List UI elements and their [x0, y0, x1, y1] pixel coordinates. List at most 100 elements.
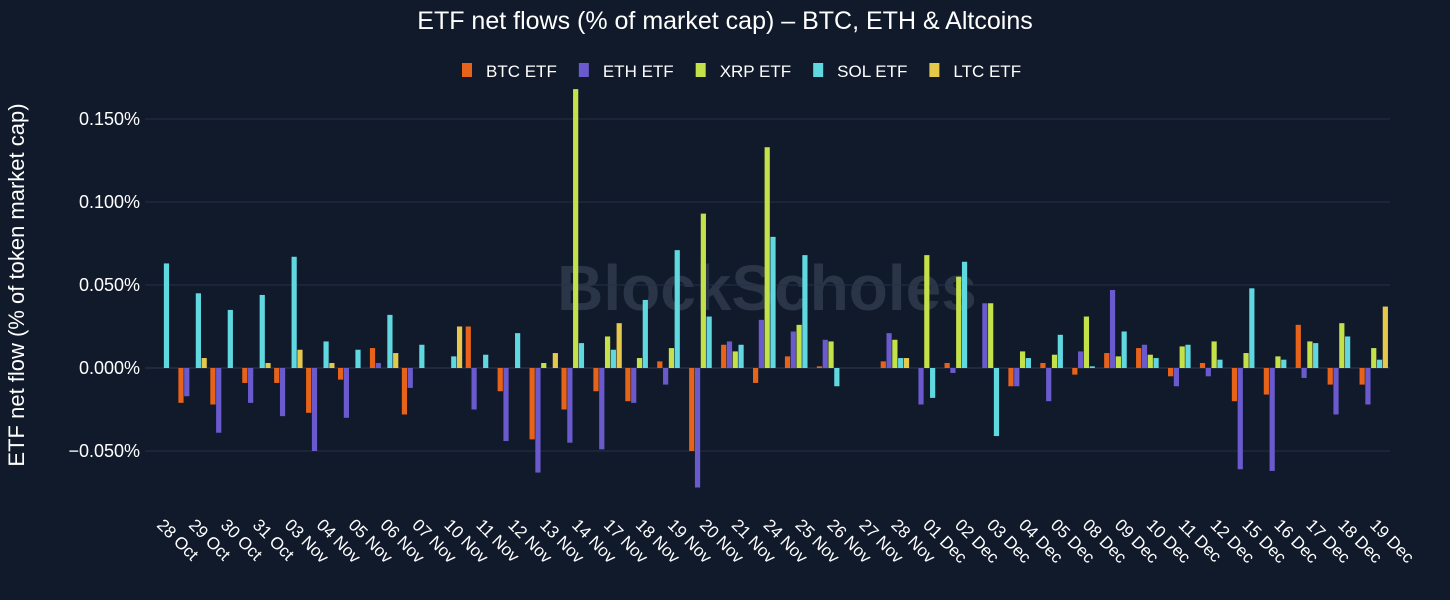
bar-xrp-etf[interactable]: [732, 351, 738, 368]
bar-xrp-etf[interactable]: [764, 147, 770, 368]
bar-eth-etf[interactable]: [1237, 368, 1243, 470]
bar-eth-etf[interactable]: [471, 368, 477, 410]
bar-eth-etf[interactable]: [343, 368, 349, 418]
bar-sol-etf[interactable]: [163, 263, 170, 368]
bar-eth-etf[interactable]: [950, 368, 956, 373]
bar-eth-etf[interactable]: [184, 368, 190, 397]
bar-btc-etf[interactable]: [1104, 353, 1110, 368]
bar-xrp-etf[interactable]: [573, 89, 579, 369]
bar-ltc-etf[interactable]: [1382, 306, 1388, 368]
bar-eth-etf[interactable]: [375, 363, 381, 368]
bar-ltc-etf[interactable]: [393, 353, 399, 368]
bar-btc-etf[interactable]: [1359, 368, 1365, 385]
bar-btc-etf[interactable]: [1263, 368, 1269, 395]
bar-xrp-etf[interactable]: [828, 341, 834, 368]
bar-sol-etf[interactable]: [674, 250, 680, 368]
bar-sol-etf[interactable]: [1153, 358, 1159, 368]
bar-eth-etf[interactable]: [1301, 368, 1307, 378]
bar-eth-etf[interactable]: [503, 368, 509, 442]
bar-xrp-etf[interactable]: [1243, 353, 1249, 368]
bar-eth-etf[interactable]: [1269, 368, 1275, 471]
bar-eth-etf[interactable]: [1365, 368, 1371, 405]
bar-eth-etf[interactable]: [535, 368, 541, 473]
bar-sol-etf[interactable]: [642, 299, 648, 368]
legend[interactable]: BTC ETF ETH ETF XRP ETF SOL ETF LTC ETF: [462, 62, 1021, 81]
bar-btc-etf[interactable]: [1072, 368, 1078, 375]
bar-btc-etf[interactable]: [465, 326, 471, 369]
bar-sol-etf[interactable]: [1121, 331, 1127, 368]
bar-btc-etf[interactable]: [529, 368, 535, 440]
bar-eth-etf[interactable]: [1014, 368, 1020, 387]
bar-xrp-etf[interactable]: [956, 276, 962, 368]
bar-ltc-etf[interactable]: [616, 323, 622, 368]
bar-xrp-etf[interactable]: [700, 213, 706, 368]
bar-btc-etf[interactable]: [1008, 368, 1014, 387]
bar-btc-etf[interactable]: [1295, 324, 1301, 368]
bar-sol-etf[interactable]: [1025, 358, 1031, 368]
bar-ltc-etf[interactable]: [329, 363, 335, 368]
bar-btc-etf[interactable]: [784, 356, 791, 368]
bar-btc-etf[interactable]: [1136, 348, 1142, 368]
bar-sol-etf[interactable]: [1281, 359, 1287, 368]
bar-sol-etf[interactable]: [898, 358, 904, 368]
bar-sol-etf[interactable]: [1089, 366, 1095, 368]
bar-xrp-etf[interactable]: [988, 303, 994, 368]
bar-sol-etf[interactable]: [451, 356, 457, 368]
bar-xrp-etf[interactable]: [892, 339, 898, 368]
bar-ltc-etf[interactable]: [552, 353, 558, 368]
bar-sol-etf[interactable]: [227, 309, 233, 368]
bar-btc-etf[interactable]: [1327, 368, 1333, 385]
bar-eth-etf[interactable]: [631, 368, 637, 403]
bar-xrp-etf[interactable]: [1275, 356, 1281, 368]
bar-sol-etf[interactable]: [387, 314, 393, 368]
bar-eth-etf[interactable]: [790, 331, 796, 368]
bar-btc-etf[interactable]: [593, 368, 599, 392]
bar-sol-etf[interactable]: [355, 349, 361, 368]
bar-eth-etf[interactable]: [407, 368, 413, 388]
bar-eth-etf[interactable]: [822, 339, 828, 368]
bar-btc-etf[interactable]: [1040, 363, 1046, 368]
bar-btc-etf[interactable]: [816, 366, 823, 368]
bar-xrp-etf[interactable]: [636, 358, 643, 368]
bar-xrp-etf[interactable]: [604, 336, 611, 368]
bar-eth-etf[interactable]: [311, 368, 318, 451]
bar-btc-etf[interactable]: [753, 368, 759, 383]
bar-xrp-etf[interactable]: [796, 324, 802, 368]
bar-eth-etf[interactable]: [599, 368, 605, 450]
bar-sol-etf[interactable]: [993, 368, 1000, 437]
bar-xrp-etf[interactable]: [924, 255, 930, 368]
bar-sol-etf[interactable]: [610, 349, 616, 368]
bar-btc-etf[interactable]: [369, 348, 376, 368]
bar-eth-etf[interactable]: [1173, 368, 1179, 387]
bar-xrp-etf[interactable]: [1051, 354, 1058, 368]
bar-eth-etf[interactable]: [1078, 351, 1084, 368]
bar-ltc-etf[interactable]: [201, 358, 207, 368]
legend-label[interactable]: BTC ETF: [486, 62, 557, 81]
bar-xrp-etf[interactable]: [1339, 323, 1345, 368]
bar-xrp-etf[interactable]: [1147, 354, 1153, 368]
bar-sol-etf[interactable]: [930, 368, 936, 398]
bar-btc-etf[interactable]: [944, 363, 950, 368]
bar-xrp-etf[interactable]: [1371, 348, 1377, 368]
bar-btc-etf[interactable]: [274, 368, 280, 383]
bar-eth-etf[interactable]: [1205, 368, 1211, 377]
bar-btc-etf[interactable]: [497, 368, 503, 392]
bar-btc-etf[interactable]: [880, 361, 886, 368]
bar-sol-etf[interactable]: [259, 294, 265, 368]
bar-xrp-etf[interactable]: [1019, 351, 1026, 368]
bar-ltc-etf[interactable]: [903, 358, 910, 368]
bar-xrp-etf[interactable]: [1083, 316, 1090, 368]
bar-xrp-etf[interactable]: [1307, 341, 1313, 368]
bar-sol-etf[interactable]: [1376, 359, 1383, 368]
bar-btc-etf[interactable]: [689, 368, 695, 451]
bar-btc-etf[interactable]: [657, 361, 663, 368]
bar-btc-etf[interactable]: [178, 368, 184, 403]
bar-sol-etf[interactable]: [1345, 336, 1351, 368]
bar-eth-etf[interactable]: [567, 368, 573, 443]
bar-eth-etf[interactable]: [248, 368, 254, 403]
bar-sol-etf[interactable]: [1249, 288, 1255, 368]
bar-sol-etf[interactable]: [1057, 334, 1063, 368]
bar-sol-etf[interactable]: [706, 316, 712, 368]
bar-sol-etf[interactable]: [1185, 344, 1191, 368]
bar-btc-etf[interactable]: [306, 368, 312, 413]
